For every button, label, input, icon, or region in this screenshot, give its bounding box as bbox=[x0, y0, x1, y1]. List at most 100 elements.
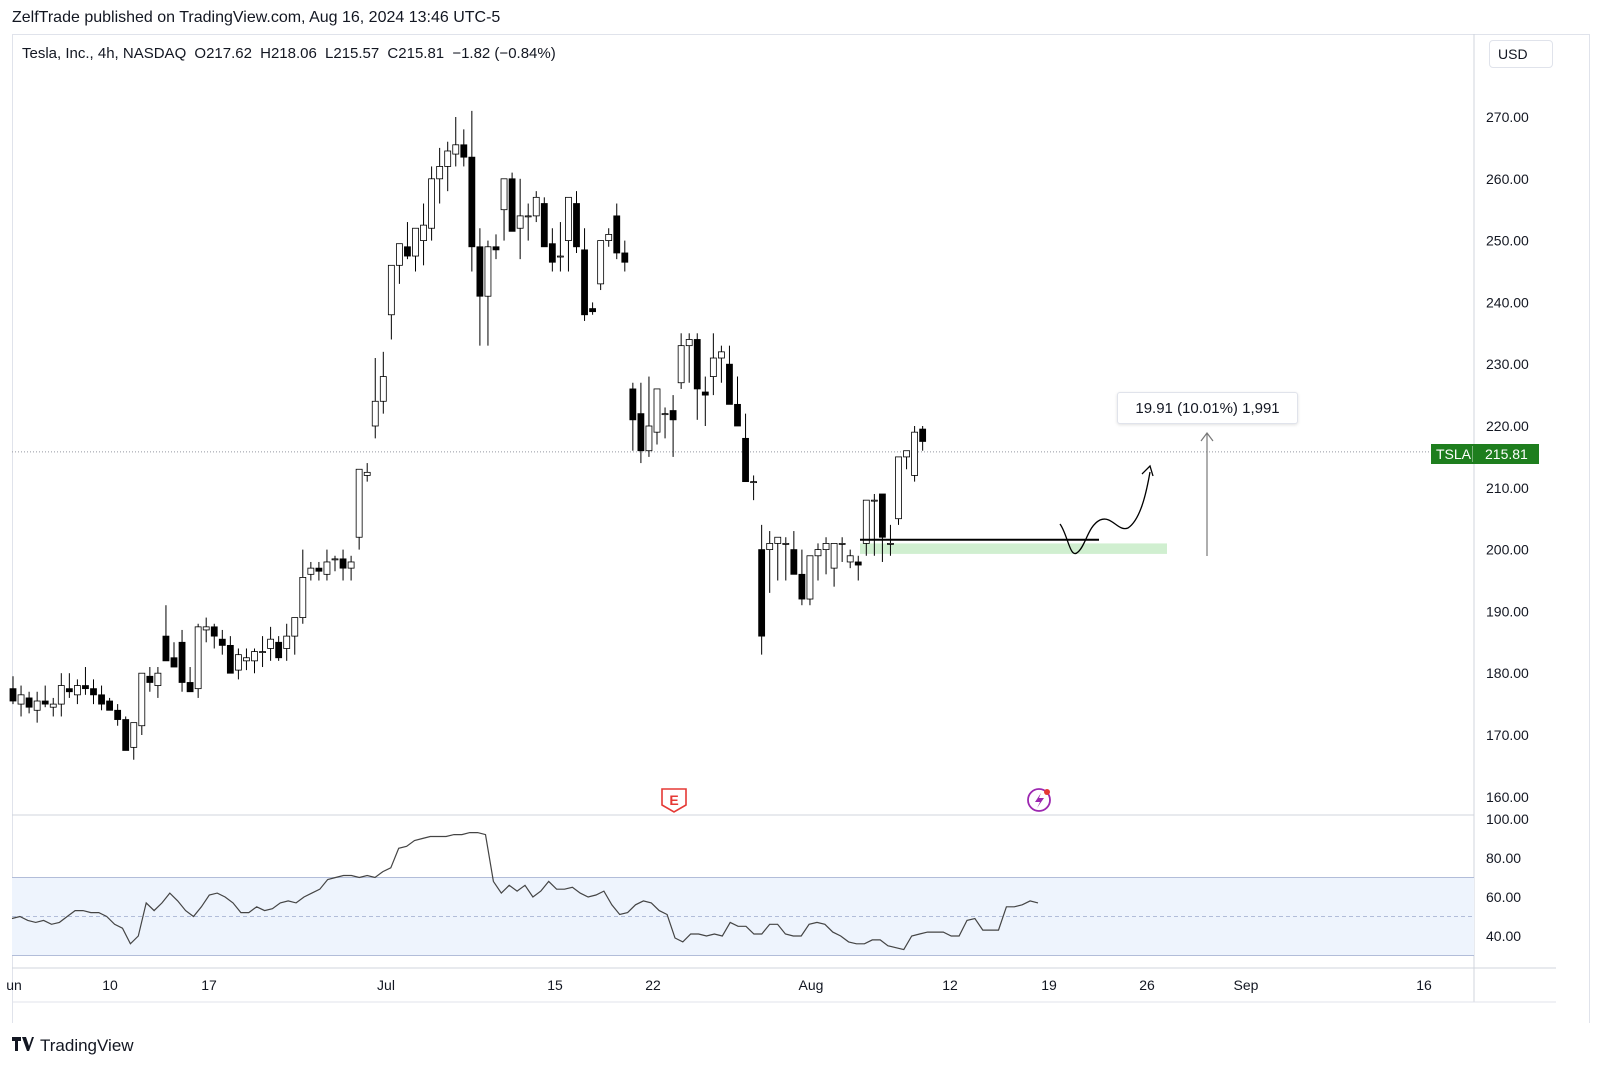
currency-button[interactable]: USD bbox=[1489, 40, 1553, 68]
ohlc-legend: Tesla, Inc., 4h, NASDAQ O217.62 H218.06 … bbox=[22, 45, 560, 62]
candle-up bbox=[516, 215, 524, 229]
candle-down bbox=[98, 694, 105, 705]
rsi-tick-label: 100.00 bbox=[1486, 811, 1529, 827]
candle-up bbox=[234, 654, 242, 671]
candle-up bbox=[259, 651, 266, 653]
measure-label[interactable]: 19.91 (10.01%) 1,991 bbox=[1117, 392, 1298, 424]
candle-down bbox=[758, 549, 766, 637]
candle-up bbox=[57, 685, 65, 705]
projection-arrowhead bbox=[1141, 464, 1154, 477]
candle-up bbox=[428, 178, 436, 229]
candle-down bbox=[581, 249, 588, 316]
candle-up bbox=[645, 425, 653, 452]
candle-down bbox=[114, 709, 122, 720]
candle-down bbox=[162, 635, 170, 662]
candle-down bbox=[210, 626, 218, 637]
rsi-line bbox=[11, 831, 1039, 951]
candle-down bbox=[548, 243, 556, 263]
price-tick-label: 240.00 bbox=[1486, 294, 1529, 310]
candle-up bbox=[17, 694, 25, 705]
candle-up bbox=[685, 339, 693, 347]
candle-down bbox=[41, 700, 49, 705]
candle-down bbox=[468, 156, 476, 248]
candle-up bbox=[557, 255, 564, 258]
candle-down bbox=[589, 308, 596, 313]
candle-up bbox=[130, 722, 138, 748]
candle-up bbox=[251, 651, 258, 662]
price-tick-label: 220.00 bbox=[1486, 418, 1529, 434]
time-tick-label: 10 bbox=[102, 977, 118, 993]
candle-down bbox=[508, 178, 516, 232]
candle-up bbox=[524, 215, 532, 218]
candle-up bbox=[138, 672, 146, 727]
candle-down bbox=[226, 644, 234, 674]
candle-up bbox=[267, 638, 275, 649]
earnings-icon[interactable] bbox=[661, 788, 687, 813]
time-tick-label: 15 bbox=[547, 977, 563, 993]
candle-up bbox=[444, 150, 452, 167]
candle-up bbox=[299, 577, 307, 618]
price-tick-label: 190.00 bbox=[1486, 603, 1529, 619]
candle-up bbox=[452, 144, 460, 155]
candle-down bbox=[476, 246, 484, 297]
candle-up bbox=[887, 543, 894, 545]
candle-up bbox=[500, 178, 508, 211]
candle-up bbox=[49, 703, 57, 708]
time-tick-label: 17 bbox=[201, 977, 217, 993]
candle-up bbox=[597, 240, 605, 285]
candle-down bbox=[742, 437, 749, 483]
candle-up bbox=[283, 635, 291, 649]
candle-up bbox=[806, 555, 814, 600]
candle-down bbox=[178, 641, 186, 683]
candle-down bbox=[315, 567, 323, 572]
candle-up bbox=[677, 345, 685, 384]
candle-up bbox=[371, 400, 379, 427]
candle-down bbox=[122, 719, 130, 751]
candle-down bbox=[146, 675, 154, 683]
candle-up bbox=[838, 543, 846, 545]
candle-up bbox=[782, 543, 790, 545]
candle-up bbox=[194, 626, 202, 690]
price-tick-label: 250.00 bbox=[1486, 233, 1529, 249]
rsi-tick-label: 40.00 bbox=[1486, 928, 1521, 944]
time-tick-label: 16 bbox=[1416, 977, 1432, 993]
candle-down bbox=[82, 685, 89, 690]
last-price-tag: TSLA 215.81 bbox=[1431, 444, 1539, 464]
candle-down bbox=[275, 641, 283, 659]
price-tag-symbol: TSLA bbox=[1431, 446, 1473, 462]
price-tag-value: 215.81 bbox=[1485, 446, 1528, 462]
price-tick-label: 260.00 bbox=[1486, 171, 1529, 187]
candle-up bbox=[709, 357, 717, 377]
time-tick-label: 22 bbox=[645, 977, 661, 993]
projection-path[interactable] bbox=[1059, 471, 1151, 555]
candle-up bbox=[661, 413, 669, 416]
candle-down bbox=[460, 144, 468, 158]
brand-footer[interactable]: ⁠ TradingView bbox=[12, 1036, 134, 1056]
candle-down bbox=[621, 252, 629, 263]
candle-up bbox=[347, 561, 355, 569]
candle-down bbox=[734, 403, 741, 427]
legend-symbol[interactable]: Tesla, Inc., 4h, NASDAQ bbox=[22, 45, 187, 62]
candle-down bbox=[65, 688, 73, 693]
candle-down bbox=[629, 388, 637, 421]
candle-up bbox=[387, 264, 395, 316]
candle-down bbox=[339, 558, 347, 569]
price-tick-label: 180.00 bbox=[1486, 665, 1529, 681]
candle-down bbox=[106, 700, 113, 711]
tradingview-logo-icon: ⁠ bbox=[12, 1036, 34, 1056]
price-tick-label: 230.00 bbox=[1486, 356, 1529, 372]
publisher-line: ZelfTrade published on TradingView.com, … bbox=[12, 9, 501, 26]
candle-down bbox=[170, 657, 178, 668]
notification-dot bbox=[1044, 789, 1050, 795]
candle-up bbox=[355, 468, 363, 538]
candle-up bbox=[484, 246, 492, 297]
support-zone[interactable] bbox=[860, 543, 1167, 554]
price-tick-label: 210.00 bbox=[1486, 480, 1529, 496]
time-tick-label: Aug bbox=[799, 977, 824, 993]
candle-down bbox=[854, 561, 862, 566]
candle-down bbox=[693, 339, 701, 390]
legend-close: C215.81 bbox=[387, 45, 445, 62]
candle-up bbox=[870, 499, 878, 502]
candle-down bbox=[573, 203, 580, 248]
